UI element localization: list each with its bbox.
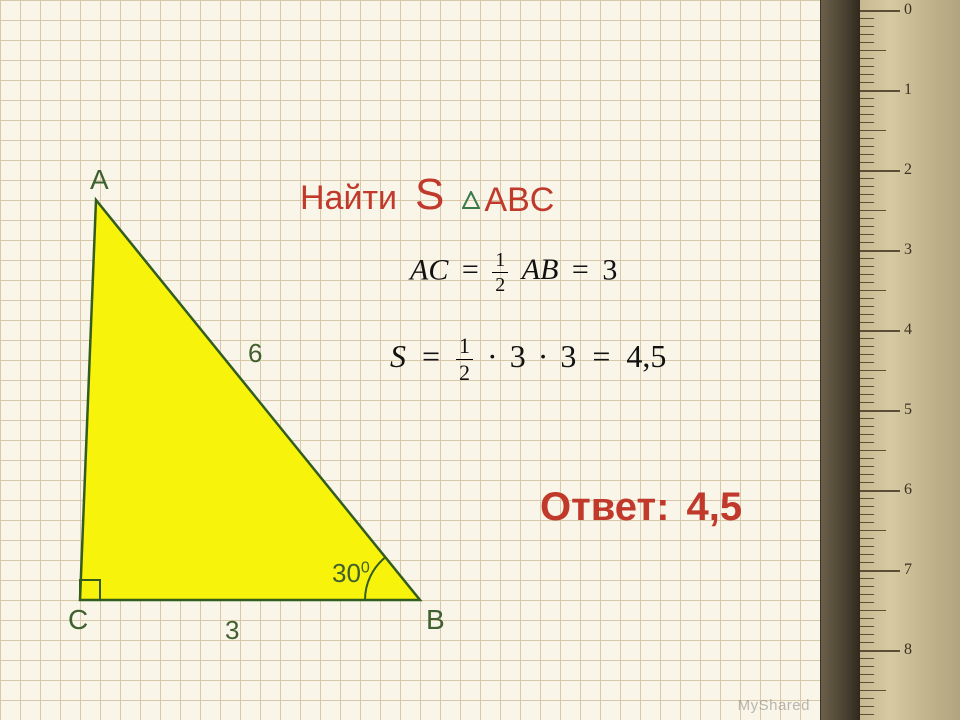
answer-label: Ответ: — [540, 485, 669, 529]
ruler-wood: 012345678 — [860, 0, 960, 720]
vertex-A: А — [90, 164, 109, 196]
formula-s: S = 1 2 · 3 · 3 = 4,5 — [390, 335, 666, 384]
triangle-svg — [60, 190, 440, 620]
triangle-icon — [462, 191, 480, 209]
vertex-B: В — [426, 604, 445, 636]
answer-value: 4,5 — [687, 485, 743, 529]
slide: Найти S ABC AC = 1 2 AB = 3 S = 1 2 · 3 … — [0, 0, 960, 720]
answer: Ответ: 4,5 — [540, 485, 742, 530]
angle-30-label: 300 — [332, 558, 370, 589]
watermark: MyShared — [738, 697, 810, 714]
ruler-dark-strip — [820, 0, 860, 720]
triangle-diagram: А В С 6 3 300 — [60, 190, 440, 620]
formula-ac: AC = 1 2 AB = 3 — [410, 250, 617, 295]
prompt-word: Найти — [300, 179, 397, 218]
side-CB-label: 3 — [225, 615, 239, 646]
prompt-triangle-label: ABC — [462, 181, 554, 220]
prompt-line: Найти S ABC — [300, 170, 554, 220]
side-AB-label: 6 — [248, 338, 262, 369]
vertex-C: С — [68, 604, 88, 636]
ruler-decoration: 012345678 — [820, 0, 960, 720]
prompt-symbol: S — [415, 170, 444, 220]
